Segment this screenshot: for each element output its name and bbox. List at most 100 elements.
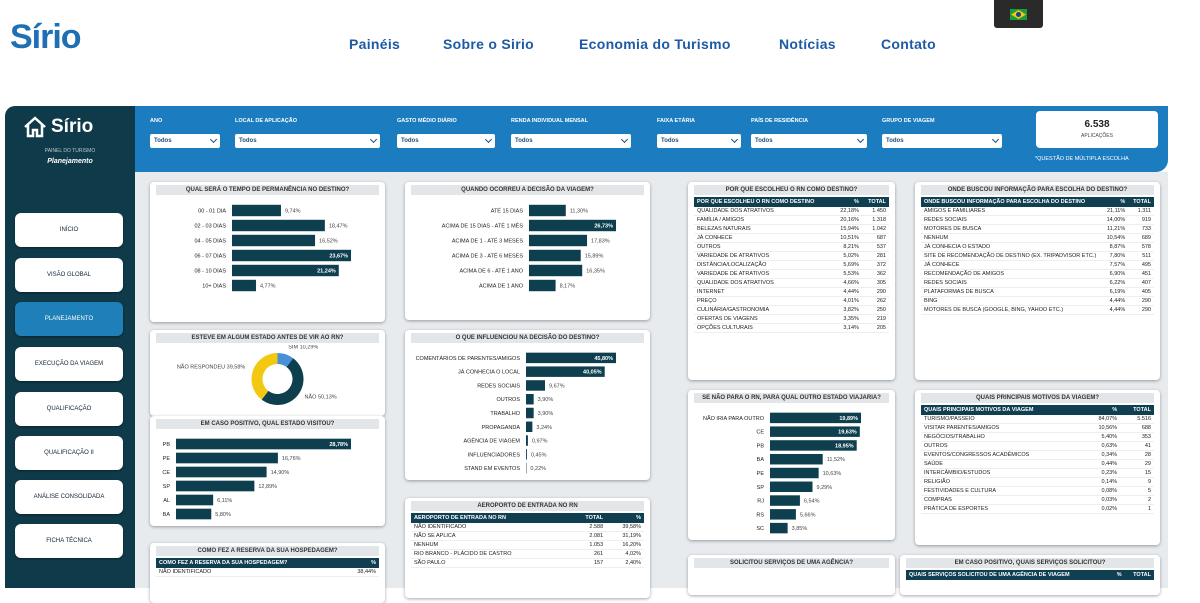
menu-button[interactable]: EXECUÇÃO DA VIAGEM [15, 347, 123, 381]
table-cell: 290 [1128, 297, 1154, 306]
table-cell: 31,19% [606, 532, 644, 541]
data-table: QUAIS PRINCIPAIS MOTIVOS DA VIAGEM%TOTAL… [921, 405, 1154, 514]
data-table: COMO FEZ A RESERVA DA SUA HOSPEDAGEM?%NÃ… [156, 558, 379, 577]
table-cell: 38,44% [344, 568, 379, 577]
filter-dropdown[interactable]: Todos [657, 134, 741, 148]
table-cell: NENHUM [411, 541, 570, 550]
nav-link[interactable]: Contato [881, 36, 936, 52]
table-cell: INTERCÂMBIO/ESTUDOS [921, 469, 1085, 478]
value-label: 45,80% [594, 356, 613, 362]
menu-button[interactable]: ANÁLISE CONSOLIDADA [15, 480, 123, 514]
table-cell: 5 [1120, 487, 1154, 496]
table-row: SITE DE RECOMENDAÇÃO DE DESTINO (EX. TRI… [921, 252, 1154, 261]
bar-label: CE [162, 470, 170, 476]
table-cell: 4,44% [1102, 297, 1129, 306]
menu-button[interactable]: QUALIFICAÇÃO II [15, 436, 123, 470]
bar-label: ATÉ 15 DIAS [491, 208, 524, 215]
value-label: 4,77% [260, 284, 276, 290]
table-cell: 29 [1120, 460, 1154, 469]
table-cell: 511 [1128, 252, 1154, 261]
table-cell: AMIGOS E FAMILIARES [921, 207, 1102, 216]
menu-button[interactable]: PLANEJAMENTO [15, 302, 123, 336]
bar-label: PE [163, 456, 171, 462]
table-cell: 11,21% [1102, 225, 1129, 234]
menu-button[interactable]: QUALIFICAÇÃO [15, 392, 123, 426]
value-label: 16,76% [282, 456, 301, 462]
table-header-row: QUAIS SERVIÇOS SOLICITOU DE UMA AGÊNCIA … [906, 570, 1154, 580]
filter-label: RENDA INDIVIDUAL MENSAL [511, 118, 588, 124]
filter-dropdown[interactable]: Todos [150, 134, 220, 148]
table-cell: 0,23% [1085, 469, 1120, 478]
value-label: 6,54% [804, 499, 820, 505]
table-cell: EVENTOS/CONGRESSOS ACADÊMICOS [921, 451, 1085, 460]
bar-label: 10+ DIAS [202, 284, 226, 290]
value-label: 0,45% [531, 452, 547, 458]
bar-label: 04 - 05 DIAS [195, 239, 227, 245]
table-cell: 15,94% [834, 225, 862, 234]
table-cell: COMPRAS [921, 496, 1085, 505]
column-header: TOTAL [1128, 197, 1154, 207]
table-cell: 290 [1128, 306, 1154, 315]
table-cell: 0,14% [1085, 478, 1120, 487]
language-button[interactable] [994, 0, 1043, 28]
bar-label: RJ [757, 499, 764, 505]
filter-dropdown[interactable]: Todos [397, 134, 495, 148]
filter-dropdown[interactable]: Todos [751, 134, 867, 148]
table-cell: 305 [862, 279, 889, 288]
table-cell: 39,58% [606, 523, 644, 532]
table-cell: 4,01% [834, 297, 862, 306]
column-header: % [1102, 197, 1129, 207]
data-table: QUAIS SERVIÇOS SOLICITOU DE UMA AGÊNCIA … [906, 570, 1154, 580]
filter-dropdown[interactable]: Todos [511, 134, 631, 148]
column-header: AEROPORTO DE ENTRADA NO RN [411, 513, 570, 523]
table-cell: 3,14% [834, 324, 862, 333]
table-cell: 10,54% [1102, 234, 1129, 243]
nav-link[interactable]: Sobre o Sirio [443, 36, 534, 52]
panel-title: EM CASO POSITIVO, QUAL ESTADO VISITOU? [156, 419, 379, 429]
bar-label: BA [757, 457, 765, 463]
nav-link[interactable]: Painéis [349, 36, 400, 52]
bar-label: ACIMA DE 1 ANO [479, 284, 524, 290]
menu-button[interactable]: FICHA TÉCNICA [15, 524, 123, 558]
table-cell: 262 [862, 297, 889, 306]
bar [176, 509, 211, 520]
bar-label: SP [163, 484, 171, 490]
filter-dropdown[interactable]: Todos [882, 134, 1002, 148]
table-cell: 7,80% [1102, 252, 1129, 261]
value-label: 6,11% [217, 498, 232, 504]
table-cell: 689 [1128, 234, 1154, 243]
panel-title: SOLICITOU SERVIÇOS DE UMA AGÊNCIA? [694, 558, 889, 568]
filter-dropdown[interactable]: Todos [235, 134, 380, 148]
value-label: 3,24% [536, 425, 552, 431]
value-label: 12,89% [258, 484, 277, 490]
menu-button[interactable]: INÍCIO [15, 213, 123, 247]
table-cell: 3,35% [834, 315, 862, 324]
nav-link[interactable]: Economia do Turismo [579, 36, 731, 52]
value-label: 23,67% [329, 254, 348, 260]
table-header-row: QUAIS PRINCIPAIS MOTIVOS DA VIAGEM%TOTAL [921, 405, 1154, 415]
table-cell: 8,87% [1102, 243, 1129, 252]
table-cell: NÃO SE APLICA [411, 532, 570, 541]
menu-button[interactable]: VISÃO GLOBAL [15, 258, 123, 292]
bar [529, 250, 581, 261]
table-cell: 1.311 [1128, 207, 1154, 216]
value-label: 10,29% [300, 345, 319, 351]
table-cell: 21,11% [1102, 207, 1129, 216]
table-cell: DISTÂNCIA/LOCALIZAÇÃO [694, 261, 834, 270]
nav-link[interactable]: Notícias [779, 36, 836, 52]
bar-label: ACIMA DE 1 - ATÉ 3 MESES [452, 238, 523, 245]
value-label: 3,90% [538, 397, 554, 403]
